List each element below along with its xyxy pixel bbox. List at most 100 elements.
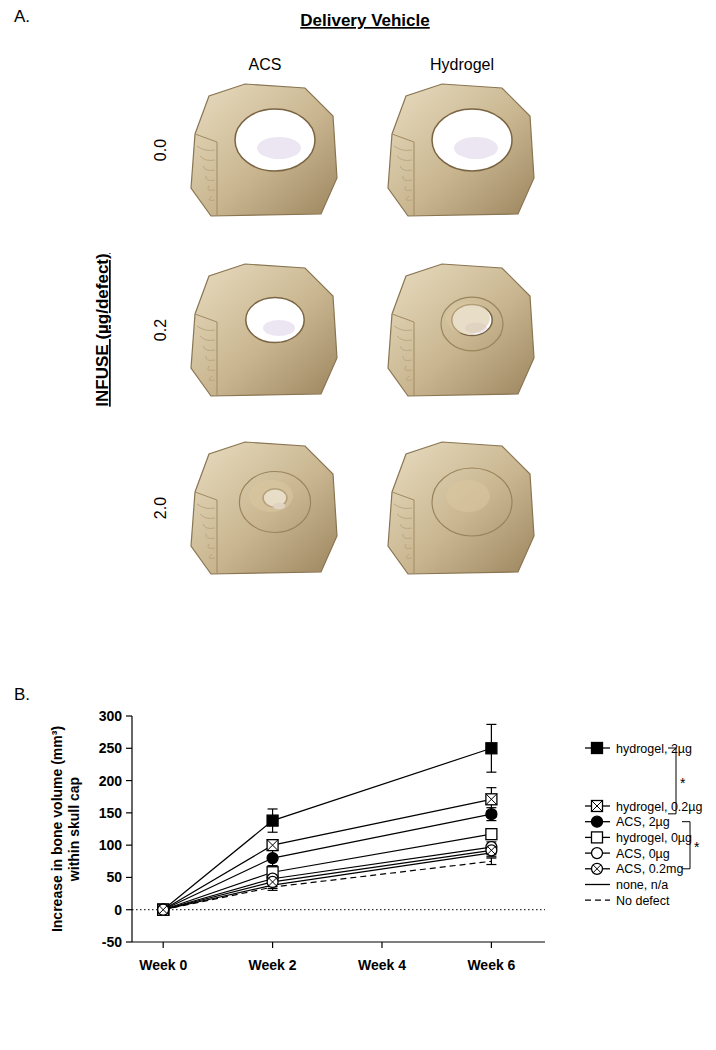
striation: [206, 534, 215, 539]
y-tick-label: 300: [99, 708, 123, 724]
y-axis-label-line: within skull cap: [66, 777, 82, 882]
data-point: [158, 904, 169, 915]
striation: [206, 176, 215, 181]
striation: [397, 336, 412, 341]
y-tick: [126, 877, 132, 878]
striation: [203, 524, 215, 529]
error-bar: [486, 788, 496, 811]
data-point: [158, 904, 169, 915]
legend-label: No defect: [616, 894, 670, 908]
striation: [200, 156, 215, 161]
y-tick-label: 150: [99, 805, 123, 821]
legend-marker: [592, 743, 603, 754]
y-axis-label: Increase in bone volume (mm³)within skul…: [49, 726, 82, 932]
error-cap: [268, 890, 278, 891]
y-tick: [126, 715, 132, 716]
y-tick-label: 50: [106, 869, 122, 885]
marker-cross: [269, 878, 277, 886]
legend: hydrogel, 2µghydrogel, 0.2µgACS, 2µghydr…: [585, 742, 702, 908]
defect-shadow: [454, 137, 498, 159]
skull-block: [388, 264, 534, 396]
data-point: [486, 845, 497, 856]
legend-label: ACS, 0µg: [616, 847, 670, 861]
series-line: [163, 861, 491, 909]
series-line: [163, 834, 491, 910]
striation: [209, 554, 215, 559]
error-bar: [268, 850, 278, 865]
series-line: [163, 814, 491, 910]
striation: [403, 534, 412, 539]
marker-shape: [158, 904, 169, 915]
defect-hole: [235, 109, 315, 171]
striation: [203, 346, 215, 351]
plot-area: [132, 724, 545, 915]
error-cap: [486, 772, 496, 773]
ct-render: [388, 264, 534, 396]
panel-label: B.: [14, 685, 30, 704]
marker-cross: [593, 865, 601, 873]
skull-block: [191, 264, 337, 396]
row-label: 0.2: [152, 319, 169, 341]
skull-edge: [392, 134, 414, 216]
striation: [405, 186, 412, 191]
y-tick: [126, 941, 132, 942]
error-cap: [486, 864, 496, 865]
significance-bracket: [682, 822, 690, 869]
error-bar: [486, 858, 496, 864]
data-point: [267, 876, 278, 887]
error-bar: [486, 808, 496, 821]
data-point: [158, 904, 169, 915]
skull-block: [388, 84, 534, 216]
marker-cross: [486, 794, 497, 805]
defect-hole: [246, 297, 304, 342]
significance-bracket: [668, 748, 676, 814]
ct-render: [191, 442, 337, 574]
skull-edge: [392, 492, 414, 574]
marker-shape: [486, 809, 497, 820]
data-point: [158, 904, 169, 915]
data-point: [486, 809, 497, 820]
error-cap: [268, 832, 278, 833]
significance-star: *: [694, 839, 700, 855]
error-bar: [486, 829, 496, 839]
marker-shape: [486, 743, 497, 754]
striation: [209, 376, 215, 381]
new-bone-highlight: [446, 480, 490, 512]
legend-label: hydrogel, 0.2µg: [616, 800, 702, 814]
error-bar: [486, 724, 496, 772]
marker-cross: [269, 878, 277, 886]
legend-marker: [592, 816, 603, 827]
data-point: [486, 794, 497, 805]
striation: [197, 326, 215, 331]
marker-shape: [592, 816, 603, 827]
series-line: [163, 748, 491, 909]
striation: [206, 356, 215, 361]
skull-block: [191, 442, 337, 574]
y-tick: [126, 748, 132, 749]
row-label: 0.0: [152, 139, 169, 161]
row-axis-label: INFUSE (µg/defect): [93, 253, 112, 406]
legend-marker: [592, 848, 603, 859]
skull-edge: [195, 314, 217, 396]
y-tick-label: 200: [99, 773, 123, 789]
x-tick-label: Week 6: [467, 957, 515, 973]
legend-label: ACS, 0.2mg: [616, 862, 683, 876]
defect-shadow: [263, 320, 295, 336]
data-point: [158, 904, 169, 915]
marker-cross: [267, 840, 278, 851]
y-tick-label: 0: [114, 902, 122, 918]
marker-cross: [159, 906, 167, 914]
x-tick: [272, 942, 273, 948]
marker-cross: [159, 906, 167, 914]
marker-cross: [592, 801, 603, 812]
reference-line: [132, 909, 545, 910]
striation: [397, 156, 412, 161]
marker-shape: [592, 832, 603, 843]
error-cap: [268, 808, 278, 809]
marker-cross: [486, 794, 497, 805]
panel-title: Delivery Vehicle: [300, 11, 429, 30]
x-tick: [381, 942, 382, 948]
ct-render: [388, 442, 534, 574]
x-tick: [163, 942, 164, 948]
data-point: [267, 853, 278, 864]
